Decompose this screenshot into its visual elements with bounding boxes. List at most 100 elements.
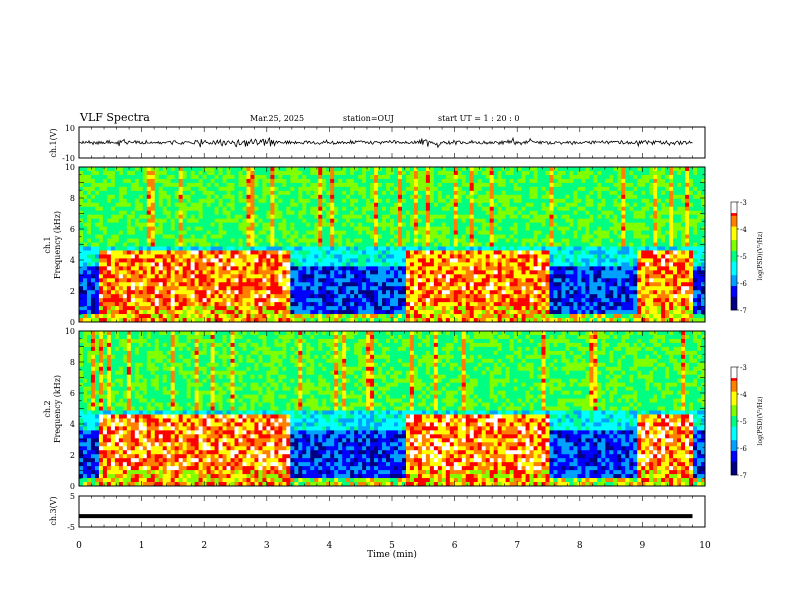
spectrogram-cell (218, 306, 223, 311)
spectrogram-cell (202, 174, 207, 180)
spectrogram-cell (178, 167, 184, 172)
spectrogram-cell (114, 230, 120, 235)
spectrogram-cell (346, 270, 351, 275)
spectrogram-cell (262, 282, 267, 287)
spectrogram-cell (238, 190, 243, 196)
spectrogram-cell (469, 286, 475, 291)
spectrogram-cell (266, 318, 271, 323)
spectrogram-cell (154, 254, 160, 259)
spectrogram-cell (374, 190, 379, 196)
spectrogram-cell (473, 182, 479, 188)
spectrogram-cell (581, 194, 586, 200)
spectrogram-cell (206, 190, 211, 196)
spectrogram-cell (138, 318, 144, 323)
spectrogram-cell (513, 242, 518, 247)
spectrogram-cell (549, 286, 554, 291)
spectrogram-cell (449, 206, 455, 212)
spectrogram-cell (254, 282, 259, 287)
spectrogram-cell (198, 222, 204, 228)
spectrogram-cell (409, 214, 415, 220)
spectrogram-cell (98, 278, 104, 283)
spectrogram-cell (573, 226, 578, 231)
spectrogram-cell (294, 194, 299, 200)
spectrogram-cell (242, 314, 247, 319)
spectrogram-cell (469, 230, 475, 235)
spectrogram-cell (545, 218, 550, 224)
spectrogram-cell (425, 266, 431, 271)
spectrogram-cell (553, 270, 558, 275)
spectrogram-cell (314, 234, 319, 239)
spectrogram-cell (585, 262, 590, 267)
spectrogram-cell (489, 250, 495, 255)
spectrogram-cell (533, 170, 538, 176)
spectrogram-cell (170, 182, 176, 188)
spectrogram-cell (262, 206, 267, 212)
spectrogram-cell (362, 270, 367, 275)
spectrogram-cell (477, 310, 483, 315)
spectrogram-cell (202, 238, 207, 243)
spectrogram-cell (481, 226, 487, 231)
spectrogram-cell (174, 294, 180, 299)
spectrogram-cell (310, 254, 315, 259)
start-ut-label: start UT = 1 : 20 : 0 (438, 114, 520, 123)
spectrogram-cell (545, 262, 550, 267)
spectrogram-cell (437, 167, 443, 172)
spectrogram-cell (449, 250, 455, 255)
spectrogram-cell (166, 254, 172, 259)
spectrogram-cell (409, 258, 415, 263)
spectrogram-cell (453, 222, 459, 228)
spectrogram-cell (525, 254, 530, 259)
spectrogram-cell (577, 314, 582, 319)
spectrogram-cell (130, 170, 136, 176)
spectrogram-cell (553, 274, 558, 279)
spectrogram-cell (194, 182, 200, 188)
spectrogram-cell (98, 230, 104, 235)
spectrogram-cell (565, 318, 570, 323)
spectrogram-cell (126, 174, 132, 180)
spectrogram-cell (98, 274, 104, 279)
spectrogram-cell (549, 190, 554, 196)
spectrogram-cell (533, 234, 538, 239)
spectrogram-cell (226, 290, 231, 295)
spectrogram-cell (162, 242, 168, 247)
spectrogram-cell (497, 238, 503, 243)
spectrogram-cell (581, 274, 586, 279)
spectrogram-cell (425, 202, 431, 208)
spectrogram-cell (445, 306, 451, 311)
spectrogram-cell (409, 314, 415, 319)
spectrogram-cell (346, 294, 351, 299)
spectrogram-cell (142, 250, 148, 255)
spectrogram-cell (146, 186, 152, 192)
spectrogram-cell (409, 206, 415, 212)
spectrogram-cell (186, 170, 192, 176)
spectrogram-cell (557, 310, 562, 315)
spectrogram-cell (501, 190, 507, 196)
spectrogram-cell (162, 174, 168, 180)
spectrogram-cell (298, 314, 303, 319)
spectrogram-cell (533, 190, 538, 196)
spectrogram-cell (82, 282, 88, 287)
spectrogram-cell (130, 230, 136, 235)
spectrogram-cell (493, 190, 499, 196)
spectrogram-cell (306, 182, 311, 188)
spectrogram-cell (130, 198, 136, 204)
spectrogram-cell (282, 186, 287, 192)
spectrogram-cell (366, 230, 371, 235)
spectrogram-cell (90, 214, 96, 220)
spectrogram-cell (509, 230, 515, 235)
spectrogram-cell (218, 238, 223, 243)
spectrogram-cell (290, 266, 295, 271)
spectrogram-cell (374, 226, 379, 231)
spectrogram-cell (521, 246, 526, 251)
spectrogram-cell (390, 278, 395, 283)
spectrogram-cell (557, 242, 562, 247)
spectrogram-cell (294, 230, 299, 235)
spectrogram-cell (397, 214, 403, 220)
spectrogram-cell (202, 274, 207, 279)
spectrogram-cell (393, 298, 399, 303)
spectrogram-cell (382, 182, 387, 188)
spectrogram-cell (134, 242, 140, 247)
spectrogram-cell (79, 222, 84, 228)
spectrogram-cell (382, 167, 387, 172)
spectrogram-cell (190, 206, 196, 212)
